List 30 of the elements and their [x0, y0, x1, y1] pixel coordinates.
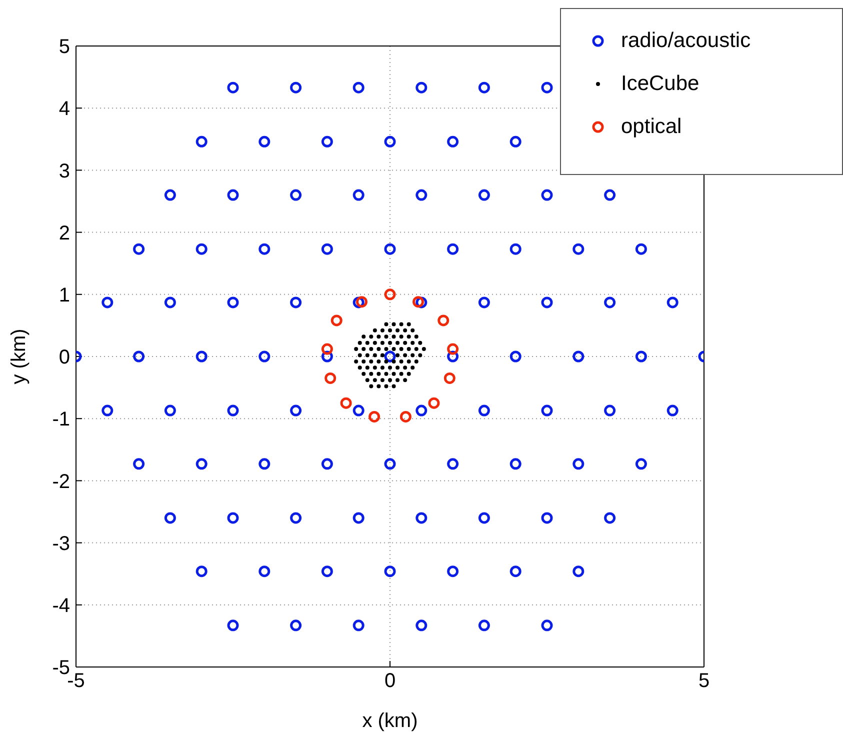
y-tick-label: 2	[58, 222, 70, 244]
y-tick-label: -4	[52, 595, 70, 617]
y-tick-label: -3	[52, 532, 70, 555]
x-tick-label: 5	[698, 670, 710, 692]
point	[330, 314, 342, 326]
y-tick-label: 1	[58, 284, 70, 306]
legend-label: optical	[621, 114, 682, 138]
point	[447, 343, 459, 355]
x-tick-label: 0	[384, 670, 396, 692]
point	[356, 296, 368, 308]
y-tick-label: 4	[58, 98, 70, 120]
legend-label: IceCube	[621, 72, 700, 96]
y-tick-label: -1	[52, 408, 70, 431]
point	[384, 288, 396, 300]
point	[428, 397, 440, 409]
point	[324, 372, 336, 384]
point	[400, 410, 412, 422]
y-tick-label: 3	[58, 160, 70, 182]
x-axis-title: x (km)	[362, 710, 418, 732]
y-axis-title: y (km)	[8, 328, 30, 384]
point	[368, 410, 380, 422]
y-tick-label: 5	[58, 36, 70, 58]
point	[412, 296, 424, 308]
legend-label: radio/acoustic	[621, 28, 751, 52]
point	[321, 343, 333, 355]
point	[340, 397, 352, 409]
y-tick-label: -2	[52, 470, 70, 493]
point	[444, 372, 456, 384]
point	[438, 314, 450, 326]
y-tick-label: 0	[58, 346, 70, 369]
